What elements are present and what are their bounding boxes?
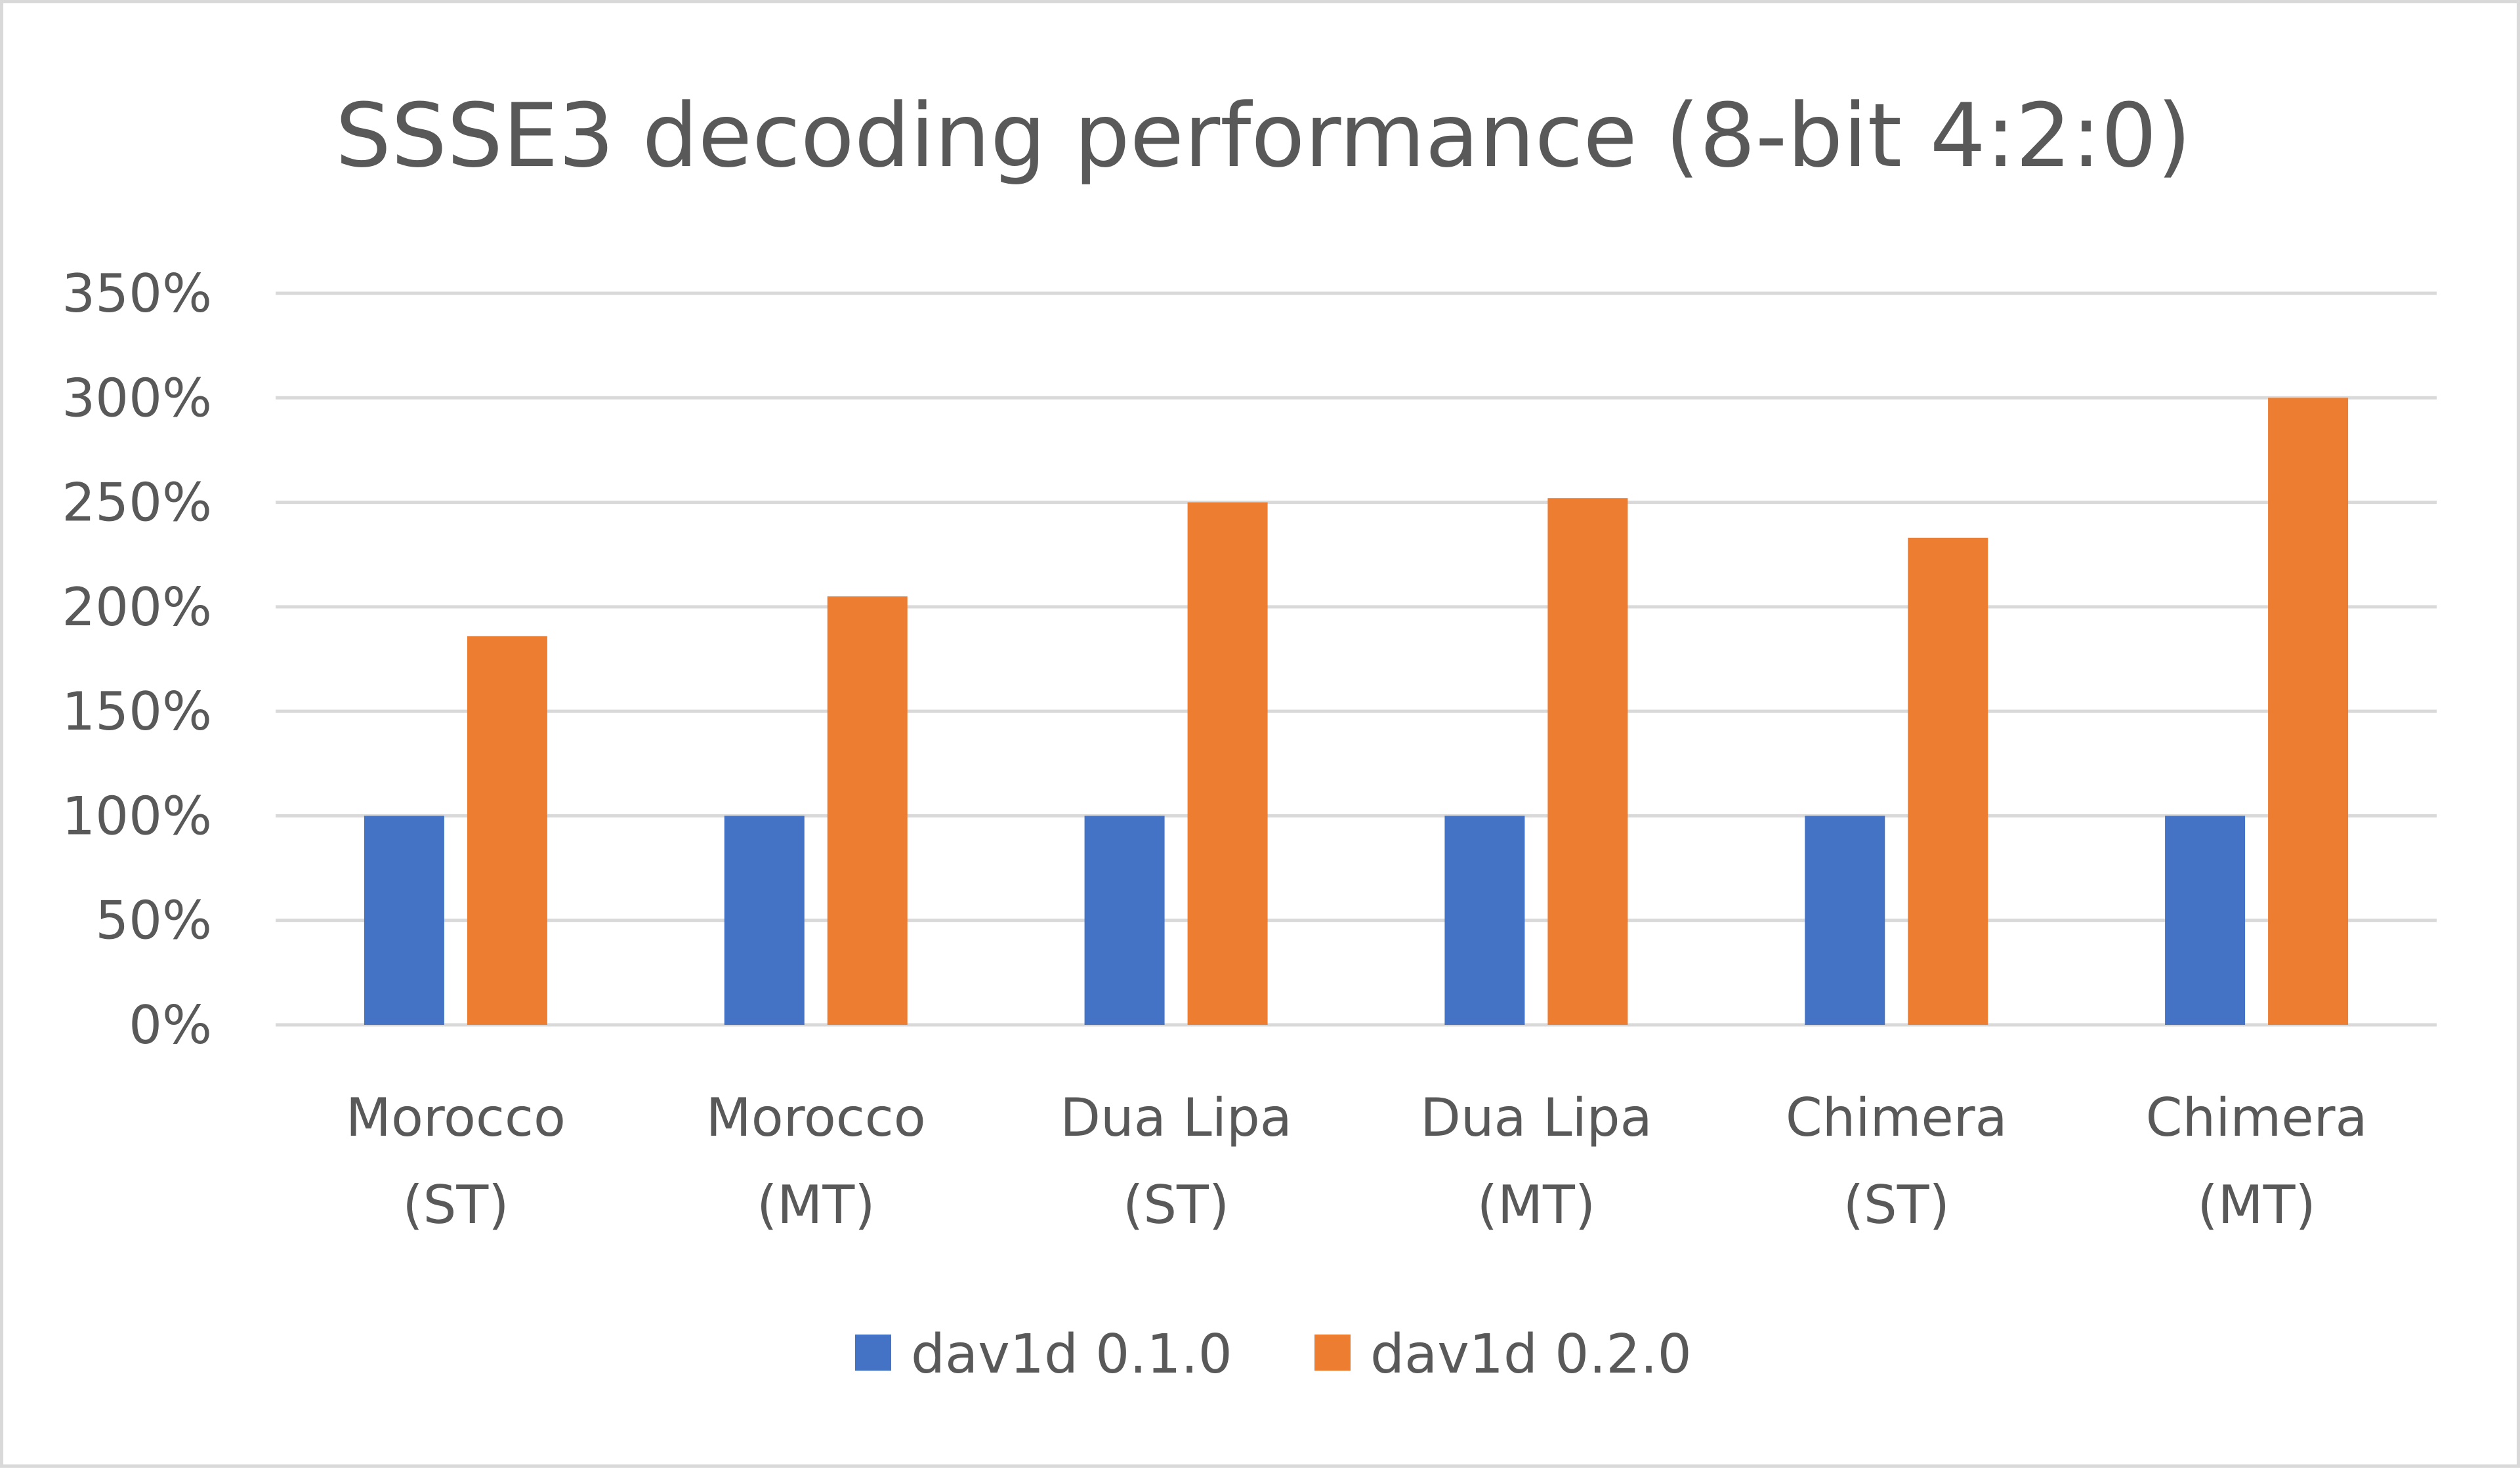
y-tick-label: 300% [62, 367, 212, 428]
x-axis-tick-labels: Morocco (ST) Morocco (MT) Dua Lipa (ST) Dua Li… [346, 1087, 2368, 1235]
bar [2268, 398, 2349, 1025]
legend-label: dav1d 0.1.0 [911, 1323, 1232, 1386]
y-tick-label: 350% [62, 263, 212, 324]
x-tick-label: (MT) [2197, 1174, 2315, 1235]
bar [1444, 816, 1525, 1025]
y-tick-label: 250% [62, 472, 212, 533]
bar [724, 816, 805, 1025]
chart-svg: SSSE3 decoding performance (8-bit 4:2:0)… [62, 85, 2437, 1386]
x-tick-label: (ST) [402, 1174, 509, 1235]
bar [1805, 816, 1885, 1025]
legend-label: dav1d 0.2.0 [1370, 1323, 1692, 1386]
y-tick-label: 200% [62, 577, 212, 638]
x-tick-label: Morocco [706, 1087, 926, 1148]
x-tick-label: (ST) [1123, 1174, 1229, 1235]
x-tick-label: (MT) [757, 1174, 875, 1235]
bar [467, 636, 547, 1025]
legend: dav1d 0.1.0 dav1d 0.2.0 [855, 1323, 1692, 1386]
y-axis-tick-labels: 0% 50% 100% 150% 200% 250% 300% 350% [62, 263, 212, 1056]
y-tick-label: 150% [62, 681, 212, 742]
x-tick-label: (ST) [1843, 1174, 1950, 1235]
x-tick-label: Morocco [346, 1087, 566, 1148]
y-tick-label: 100% [62, 785, 212, 846]
legend-swatch [1314, 1335, 1351, 1371]
chart-title: SSSE3 decoding performance (8-bit 4:2:0) [335, 85, 2191, 187]
bar [827, 596, 908, 1025]
bar [1547, 498, 1628, 1025]
bar [1084, 816, 1165, 1025]
bars [364, 398, 2349, 1025]
bar [1908, 537, 1988, 1025]
y-tick-label: 0% [129, 995, 212, 1056]
gridlines [276, 291, 2437, 1027]
x-tick-label: (MT) [1477, 1174, 1595, 1235]
legend-swatch [855, 1335, 891, 1371]
bar [364, 816, 444, 1025]
y-tick-label: 50% [95, 890, 212, 951]
x-tick-label: Dua Lipa [1420, 1087, 1652, 1148]
x-tick-label: Dua Lipa [1060, 1087, 1292, 1148]
bar [2165, 816, 2246, 1025]
bar [1187, 502, 1268, 1025]
x-tick-label: Chimera [2146, 1087, 2368, 1148]
x-tick-label: Chimera [1786, 1087, 2007, 1148]
